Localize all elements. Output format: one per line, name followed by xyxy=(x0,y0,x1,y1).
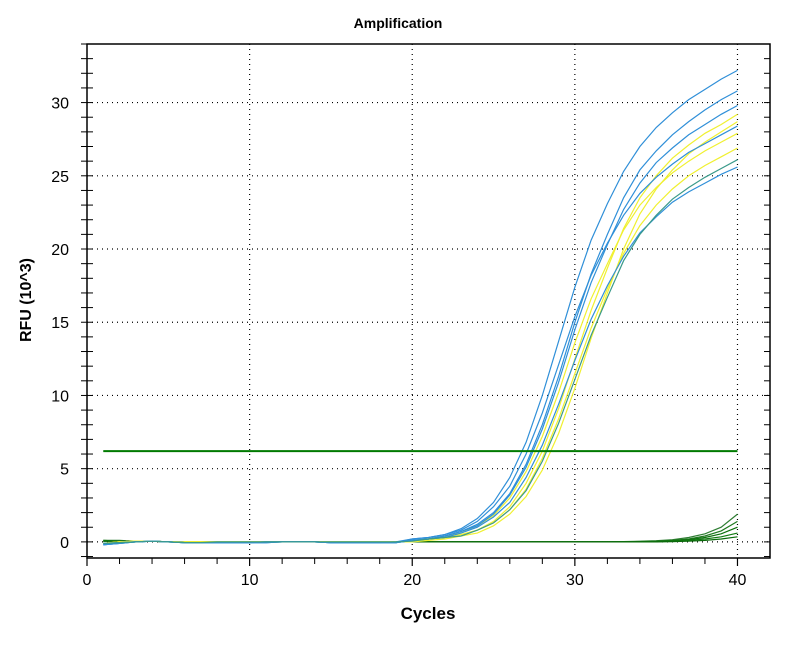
amplification-curve xyxy=(103,69,738,546)
axis-ticks: 0 10 20 30 40 0 5 10 15 20 25 30 xyxy=(51,43,770,589)
amplification-curve xyxy=(103,125,738,544)
y-tick-label: 0 xyxy=(60,535,69,552)
x-tick-label: 20 xyxy=(403,572,421,589)
y-tick-label: 5 xyxy=(60,462,69,479)
y-tick-label: 30 xyxy=(51,96,69,113)
y-tick-label: 10 xyxy=(51,388,69,405)
plot-frame xyxy=(86,43,771,559)
y-tick-label: 25 xyxy=(51,169,69,186)
amplification-curve xyxy=(103,166,738,546)
chart-title: Amplification xyxy=(354,15,443,31)
amplification-curve xyxy=(103,113,738,544)
grid xyxy=(87,44,770,558)
y-axis-label: RFU (10^3) xyxy=(18,258,35,342)
amplification-curve xyxy=(103,159,738,544)
amplification-curve xyxy=(103,147,738,544)
x-tick-label: 30 xyxy=(566,572,584,589)
x-tick-label: 0 xyxy=(83,572,92,589)
amplification-curve xyxy=(103,104,738,545)
amplification-curve xyxy=(103,90,738,546)
y-tick-label: 15 xyxy=(51,315,69,332)
y-tick-label: 20 xyxy=(51,242,69,259)
x-axis-label: Cycles xyxy=(401,604,456,623)
x-tick-label: 40 xyxy=(729,572,747,589)
amplification-curve xyxy=(103,121,738,544)
series-group xyxy=(103,69,738,546)
x-tick-label: 10 xyxy=(241,572,259,589)
